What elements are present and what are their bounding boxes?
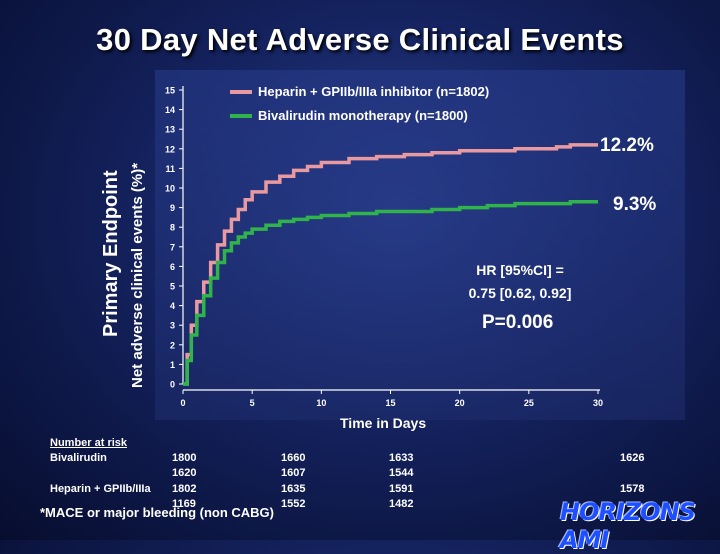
x-tick-label: 0 [180,398,185,408]
risk-biv2-day10: 1607 [281,467,306,479]
risk-hep-day10: 1635 [281,483,306,495]
risk-table-header: Number at risk [50,437,128,449]
end-label-heparin: 12.2% [600,135,654,156]
y-tick-label: 12 [165,144,175,154]
risk-hep-day30: 1578 [620,483,645,495]
legend-bivalirudin: Bivalirudin monotherapy (n=1800) [258,108,468,123]
y-tick-label: 13 [165,125,175,135]
x-tick-label: 10 [316,398,326,408]
y-tick-label: 3 [170,321,175,331]
x-tick-label: 5 [250,398,255,408]
risk-biv-day30: 1626 [620,452,645,464]
horizons-ami-logo: HORIZONS AMI [560,498,696,554]
y-tick-label: 5 [170,282,175,292]
y-tick-label: 6 [170,262,175,272]
plot-area [155,70,685,420]
x-tick-label: 30 [593,398,603,408]
slide-title: 30 Day Net Adverse Clinical Events [96,22,624,57]
y-tick-label: 7 [170,242,175,252]
risk-row-label-heparin: Heparin + GPIIb/IIIa [50,483,151,495]
risk-hep-day20: 1591 [389,483,414,495]
y-tick-label: 0 [170,380,175,390]
y-tick-label: 11 [165,164,175,174]
end-label-bivalirudin: 9.3% [613,194,657,215]
series-line-bivalirudin [183,199,598,386]
legend-swatch-bivalirudin [230,114,252,118]
y-tick-label: 10 [165,184,175,194]
risk-biv-day20: 1633 [389,452,414,464]
y-tick-label: 8 [170,223,175,233]
y-tick-label: 4 [170,301,175,311]
hr-label: HR [95%CI] = [476,262,564,278]
p-value: P=0.006 [482,312,554,333]
y-tick-label: 14 [165,105,175,115]
risk-biv2-day20: 1544 [389,467,414,479]
risk-biv2-day0: 1620 [172,467,197,479]
y-tick-label: 9 [170,203,175,213]
hr-value: 0.75 [0.62, 0.92] [468,285,572,301]
y-tick-label: 1 [170,360,175,370]
x-axis-title: Time in Days [340,415,427,431]
x-tick-label: 25 [524,398,534,408]
risk-row-label-bivalirudin: Bivalirudin [50,452,107,464]
series-line-heparin [183,143,598,386]
risk-biv-day0: 1800 [172,452,197,464]
footnote: *MACE or major bleeding (non CABG) [40,505,274,520]
x-tick-label: 20 [455,398,465,408]
x-tick-label: 15 [385,398,395,408]
legend-heparin: Heparin + GPIIb/IIIa inhibitor (n=1802) [258,84,490,99]
y-tick-label: 15 [165,86,175,96]
risk-hep2-day20: 1482 [389,498,414,510]
risk-hep-day0: 1802 [172,483,197,495]
risk-hep2-day0: 1169 [172,498,196,510]
legend-swatch-heparin [230,90,252,94]
risk-hep2-day10: 1552 [281,498,306,510]
risk-biv-day10: 1660 [281,452,306,464]
y-tick-label: 2 [170,340,175,350]
